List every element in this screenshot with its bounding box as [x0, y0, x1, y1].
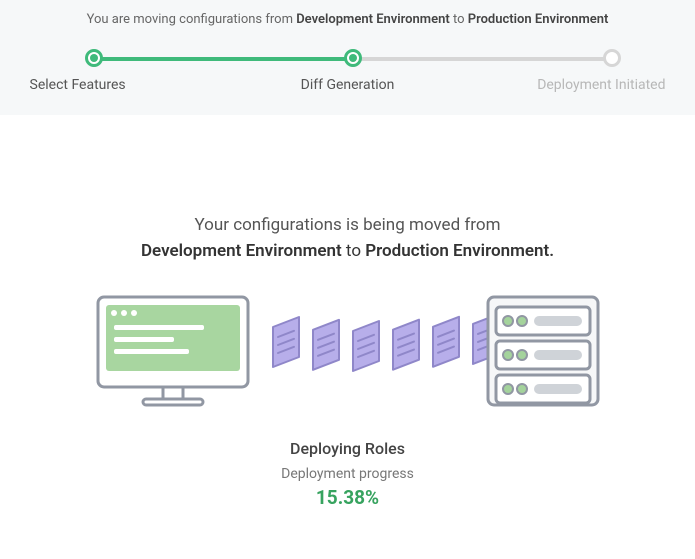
stepper: Select Features Diff Generation Deployme…: [38, 49, 658, 93]
step-label-1: Select Features: [30, 77, 190, 93]
step-label-3: Deployment Initiated: [506, 77, 666, 93]
deploy-progress-percent: 15.38%: [0, 486, 695, 509]
hero-line2: Development Environment to Production En…: [0, 241, 695, 261]
stepper-dot-1: [85, 49, 103, 67]
monitor-icon: [98, 297, 248, 405]
stepper-segment-1: [93, 57, 353, 61]
notice-mid: to: [450, 12, 468, 27]
step-label-2: Diff Generation: [268, 77, 428, 93]
hero-mid: to: [342, 241, 366, 261]
hero-line1: Your configurations is being moved from: [0, 215, 695, 235]
deploying-title: Deploying Roles: [0, 439, 695, 458]
notice-prefix: You are moving configurations from: [87, 12, 297, 27]
notice-source: Development Environment: [296, 12, 450, 27]
hero-target: Production Environment.: [365, 241, 554, 261]
main-area: Your configurations is being moved from …: [0, 115, 695, 509]
move-notice: You are moving configurations from Devel…: [0, 12, 695, 27]
stepper-line-row: [38, 49, 658, 67]
deploy-progress-label: Deployment progress: [0, 466, 695, 482]
hero-source: Development Environment: [141, 241, 342, 261]
notice-target: Production Environment: [468, 12, 609, 27]
stepper-labels: Select Features Diff Generation Deployme…: [38, 77, 658, 93]
documents-icon: [273, 314, 499, 371]
header-band: You are moving configurations from Devel…: [0, 0, 695, 115]
stepper-segment-2: [353, 57, 611, 61]
stepper-dot-2: [344, 49, 362, 67]
stepper-dot-3: [603, 49, 621, 67]
deployment-illustration: [78, 287, 618, 421]
server-icon: [488, 297, 598, 405]
